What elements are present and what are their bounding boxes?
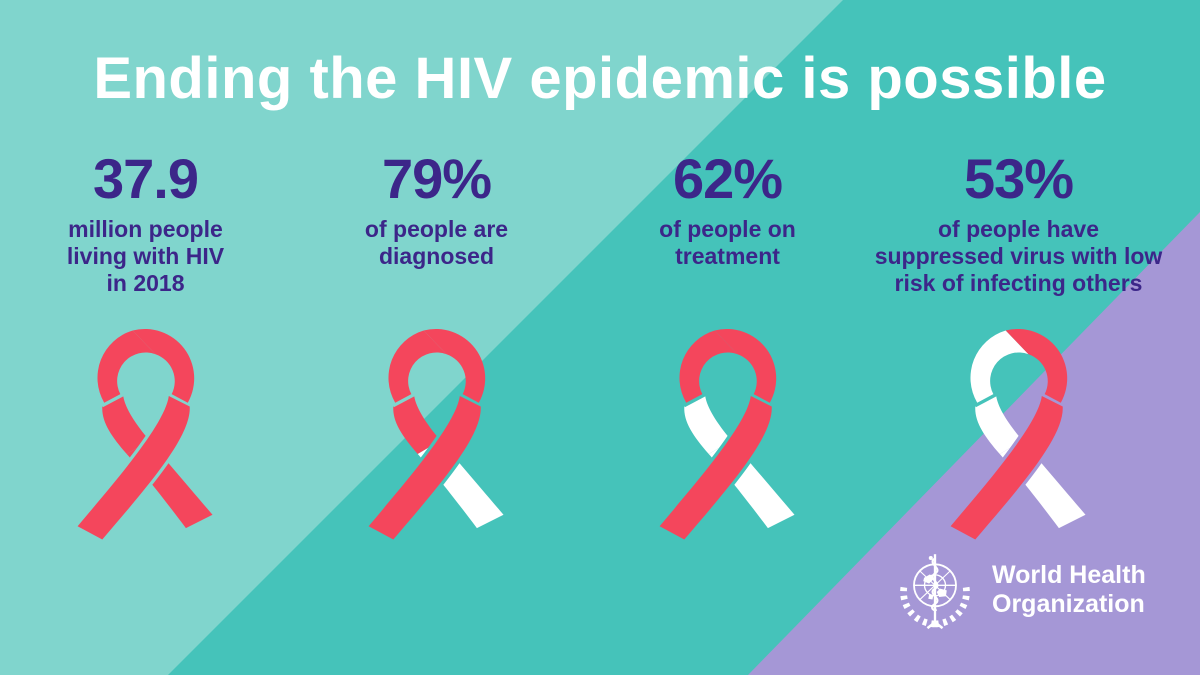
ribbon-arc-right-segment: [423, 328, 485, 403]
ribbon-front-band-segment: [368, 396, 481, 540]
who-logo-wordmark: World Health Organization: [992, 561, 1146, 619]
stat-column-on-treatment: 62% of people on treatment: [582, 150, 873, 549]
stat-value: 37.9: [93, 147, 199, 210]
awareness-ribbon-icon: [950, 328, 1085, 540]
stat-value: 79%: [381, 147, 492, 210]
stat-label: of people on treatment: [659, 216, 796, 269]
who-logo: World Health Organization: [893, 550, 1146, 634]
ribbon-arc-right-segment: [714, 328, 776, 403]
ribbon-front-band-segment: [950, 396, 1063, 540]
awareness-ribbon-icon: [77, 328, 212, 540]
ribbon-arc-left-segment: [678, 330, 737, 403]
page-title: Ending the HIV epidemic is possible: [93, 46, 1107, 111]
awareness-ribbon-icon: [659, 328, 794, 540]
ribbon-front-band-segment: [659, 396, 772, 540]
ribbon-loop-left-segment: [683, 396, 731, 454]
ribbon-front-band-segment: [77, 396, 190, 540]
stat-column-living-with-hiv: 37.9 million people living with HIV in 2…: [0, 150, 291, 549]
who-emblem-icon: [900, 554, 970, 630]
ribbon-loop-left-segment: [392, 396, 440, 454]
ribbon-arc-right-segment: [132, 328, 194, 403]
stat-label: of people have suppressed virus with low…: [874, 216, 1163, 296]
stat-label: of people are diagnosed: [364, 216, 509, 269]
stat-label: million people living with HIV in 2018: [66, 216, 225, 296]
ribbon-loop-left-segment: [101, 396, 149, 454]
who-logo-line1: World Health: [992, 561, 1146, 589]
ribbon-arc-right-segment: [1005, 328, 1067, 403]
who-logo-line2: Organization: [992, 590, 1145, 618]
stat-column-suppressed-virus: 53% of people have suppressed virus with…: [873, 150, 1164, 549]
ribbon-arc-left-segment: [969, 330, 1028, 403]
stat-value: 62%: [672, 147, 783, 210]
stat-value: 53%: [963, 147, 1074, 210]
awareness-ribbon-icon: [368, 328, 503, 540]
stats-row: 37.9 million people living with HIV in 2…: [0, 150, 1164, 549]
stat-column-diagnosed: 79% of people are diagnosed: [291, 150, 582, 549]
ribbon-loop-left-segment: [974, 396, 1022, 454]
ribbon-arc-left-segment: [96, 330, 155, 403]
ribbon-arc-left-segment: [387, 330, 446, 403]
